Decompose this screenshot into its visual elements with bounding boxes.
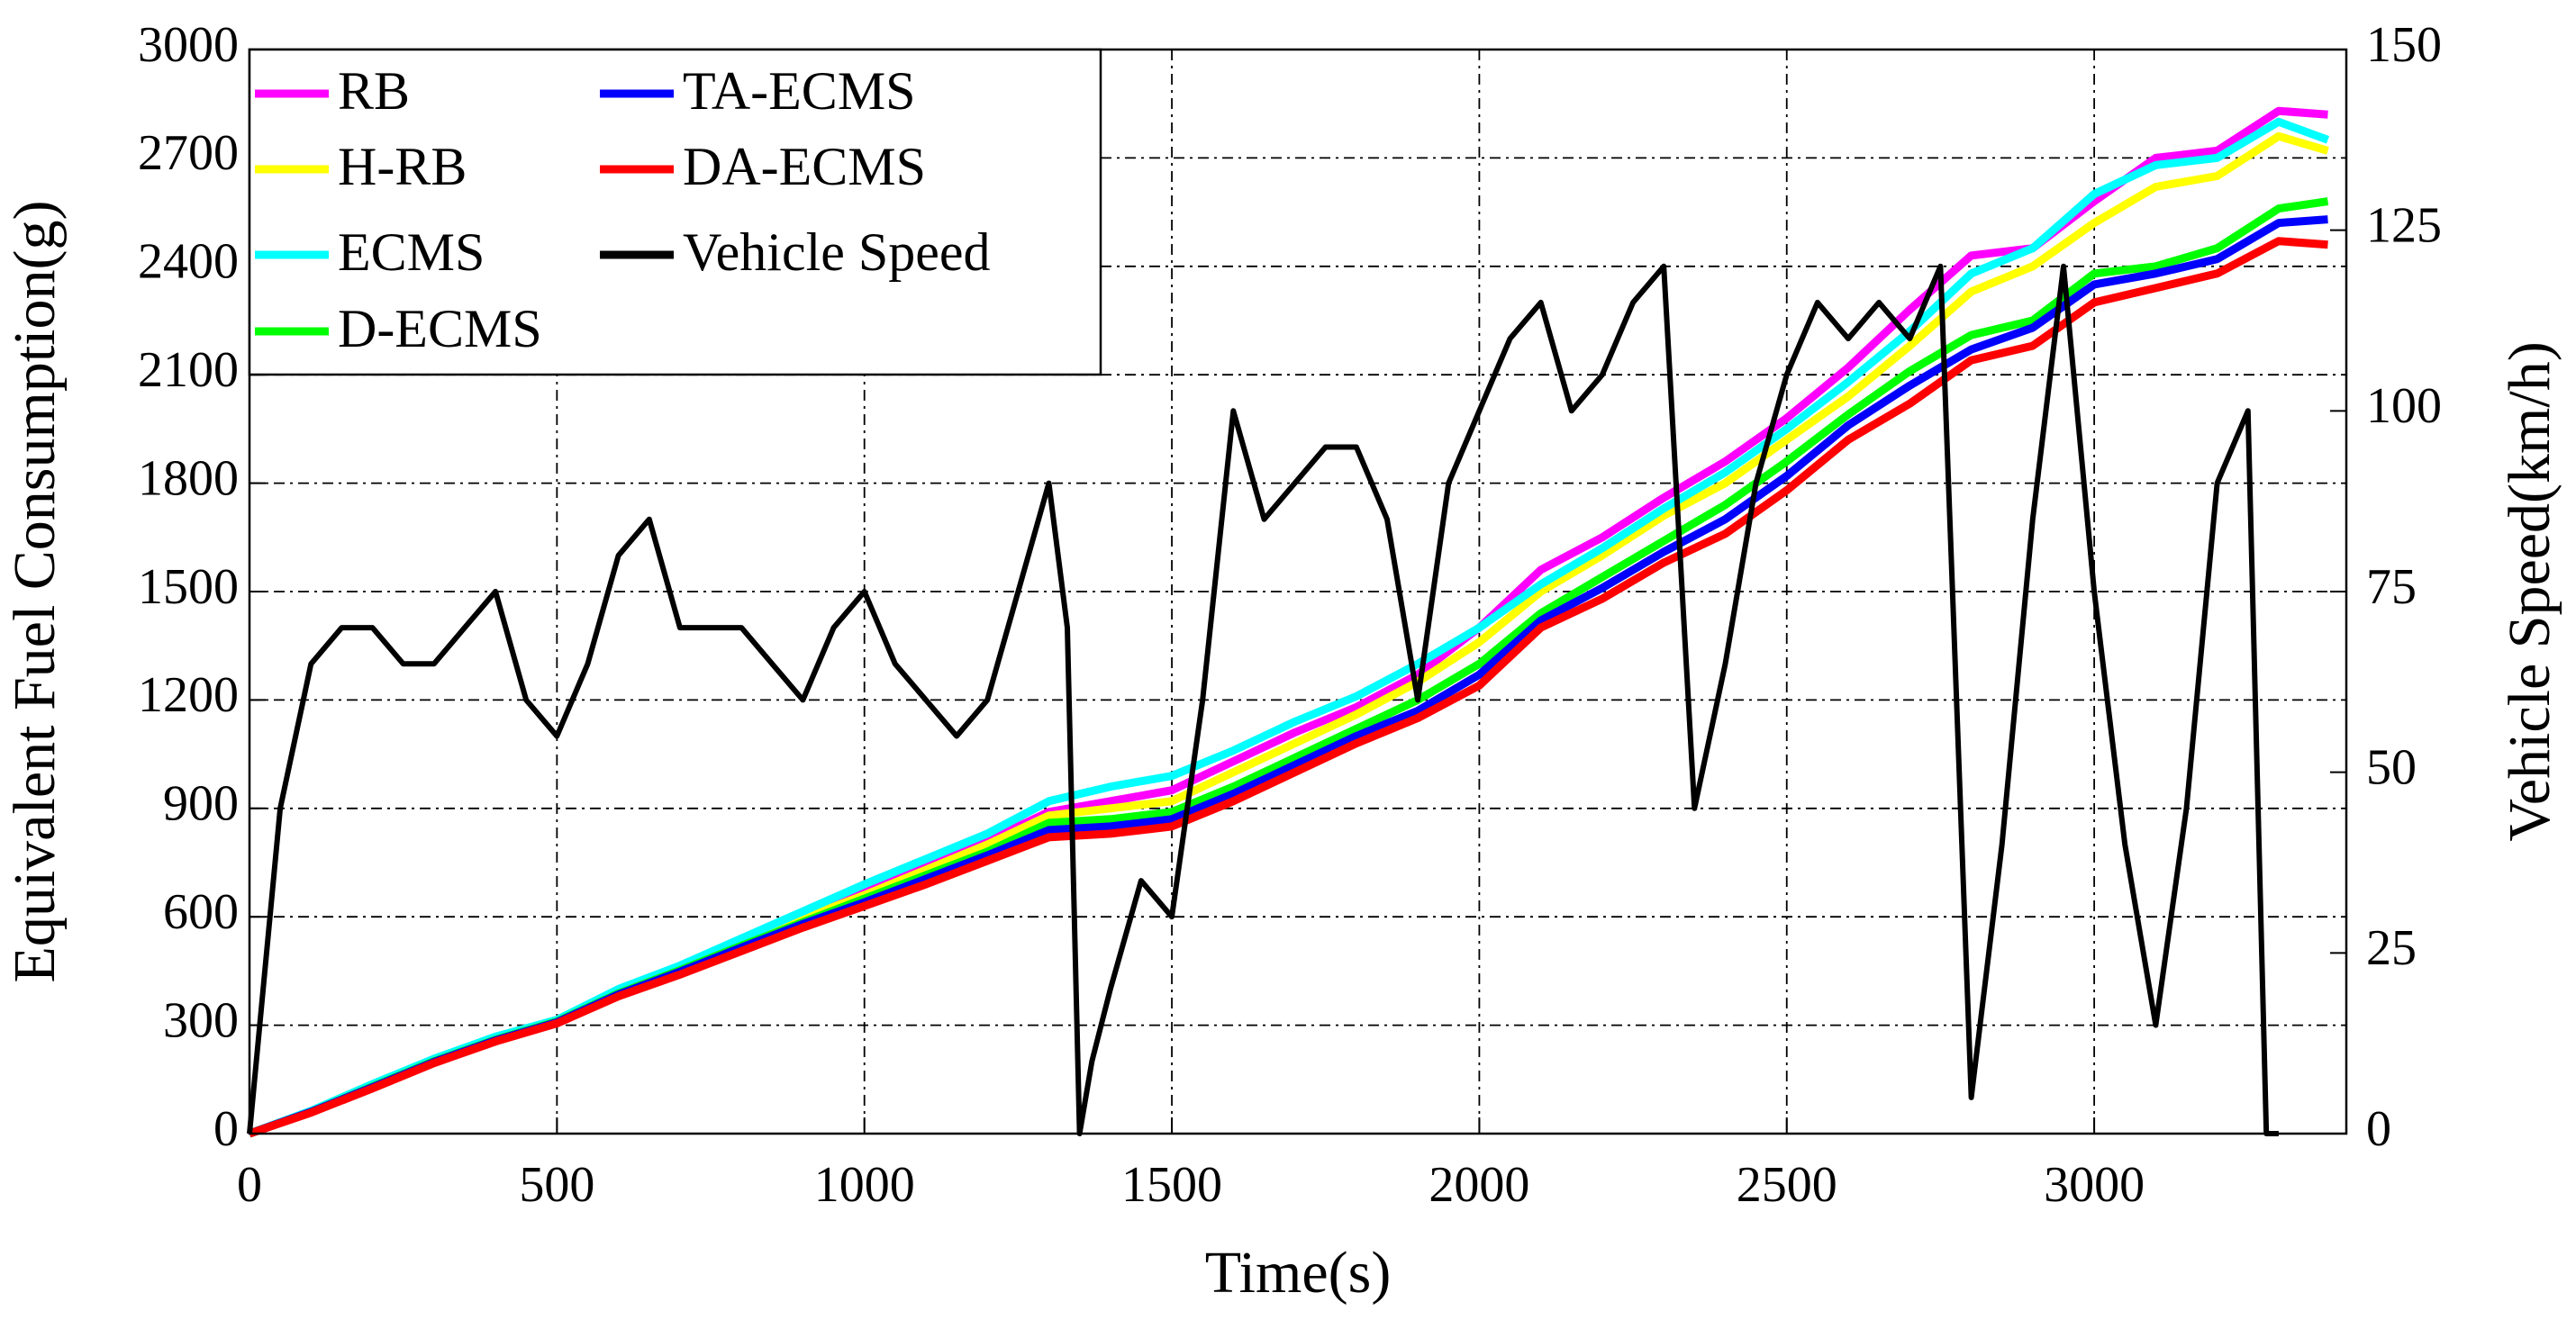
- x-tick-label: 500: [519, 1157, 594, 1213]
- x-tick-label: 2000: [1429, 1157, 1529, 1213]
- legend-label: TA-ECMS: [683, 61, 916, 121]
- y2-tick-label: 0: [2366, 1101, 2391, 1157]
- x-axis-title: Time(s): [1205, 1240, 1392, 1306]
- y-tick-label: 2700: [138, 125, 239, 181]
- legend-label: RB: [338, 61, 410, 121]
- y-tick-label: 600: [163, 884, 239, 940]
- legend-label: D-ECMS: [338, 299, 542, 358]
- y2-tick-label: 25: [2366, 920, 2417, 976]
- y-tick-label: 900: [163, 776, 239, 832]
- legend-box: [248, 48, 1102, 376]
- fuel-line: [248, 237, 2328, 1138]
- legend-label: Vehicle Speed: [683, 222, 991, 282]
- y2-tick-label: 100: [2366, 378, 2442, 434]
- y2-tick-label: 50: [2366, 740, 2417, 796]
- legend-label: H-RB: [338, 137, 467, 196]
- y-tick-label: 0: [213, 1101, 239, 1157]
- legend-label: DA-ECMS: [683, 137, 926, 196]
- y-tick-label: 1500: [138, 559, 239, 615]
- y2-tick-label: 75: [2366, 559, 2417, 615]
- plot-frame: [248, 48, 2348, 1135]
- y-tick-label: 1200: [138, 667, 239, 723]
- legend-label: ECMS: [338, 222, 485, 282]
- y-axis-title: Equivalent Fuel Consumption(g): [2, 201, 68, 983]
- y2-axis-title: Vehicle Speed(km/h): [2497, 341, 2562, 841]
- y2-tick-label: 125: [2366, 198, 2442, 254]
- x-tick-label: 2500: [1737, 1157, 1837, 1213]
- y2-tick-label: 150: [2366, 17, 2442, 73]
- y-tick-label: 2100: [138, 342, 239, 398]
- y-tick-label: 3000: [138, 17, 239, 73]
- y-tick-label: 2400: [138, 234, 239, 290]
- x-tick-label: 1500: [1121, 1157, 1222, 1213]
- x-tick-label: 1000: [814, 1157, 915, 1213]
- x-tick-label: 3000: [2044, 1157, 2145, 1213]
- y-tick-label: 1800: [138, 450, 239, 506]
- speed-line: [247, 263, 2279, 1136]
- x-tick-label: 0: [237, 1157, 262, 1213]
- y-tick-label: 300: [163, 992, 239, 1048]
